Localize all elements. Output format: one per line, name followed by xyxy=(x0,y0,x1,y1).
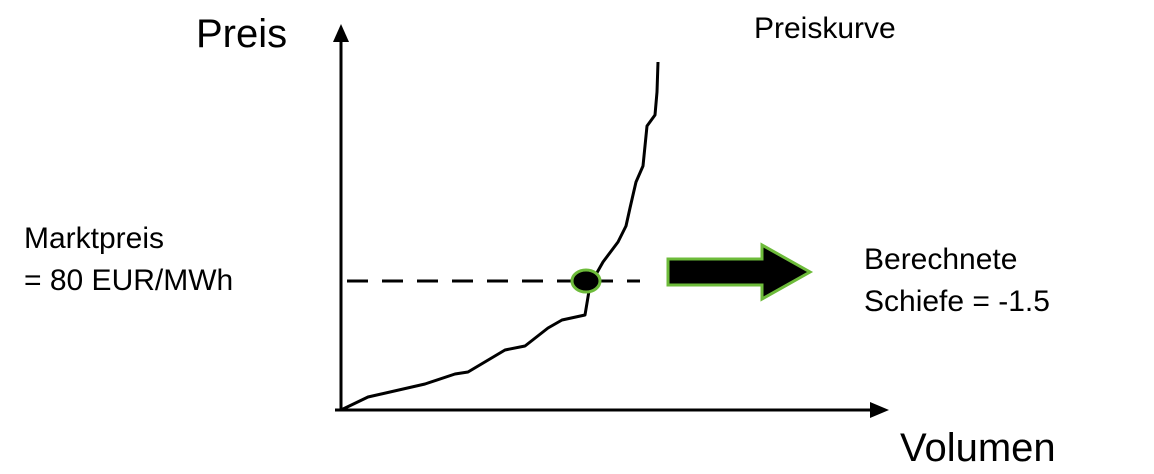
market-price-line1: Marktpreis xyxy=(24,222,165,255)
result-line2: Schiefe = -1.5 xyxy=(864,285,1050,318)
market-price-label: Marktpreis = 80 EUR/MWh xyxy=(24,218,233,302)
result-arrow-icon xyxy=(666,242,814,302)
market-price-line2: = 80 EUR/MWh xyxy=(24,264,234,297)
result-line1: Berechnete xyxy=(864,243,1018,276)
result-label: Berechnete Schiefe = -1.5 xyxy=(864,239,1050,323)
intersection-marker xyxy=(570,268,602,294)
curve-label: Preiskurve xyxy=(754,12,896,45)
x-axis-arrowhead xyxy=(870,402,889,418)
y-axis-label: Preis xyxy=(196,12,288,56)
y-axis-arrowhead xyxy=(333,24,349,42)
x-axis-label: Volumen xyxy=(900,426,1056,470)
price-curve xyxy=(340,61,660,412)
